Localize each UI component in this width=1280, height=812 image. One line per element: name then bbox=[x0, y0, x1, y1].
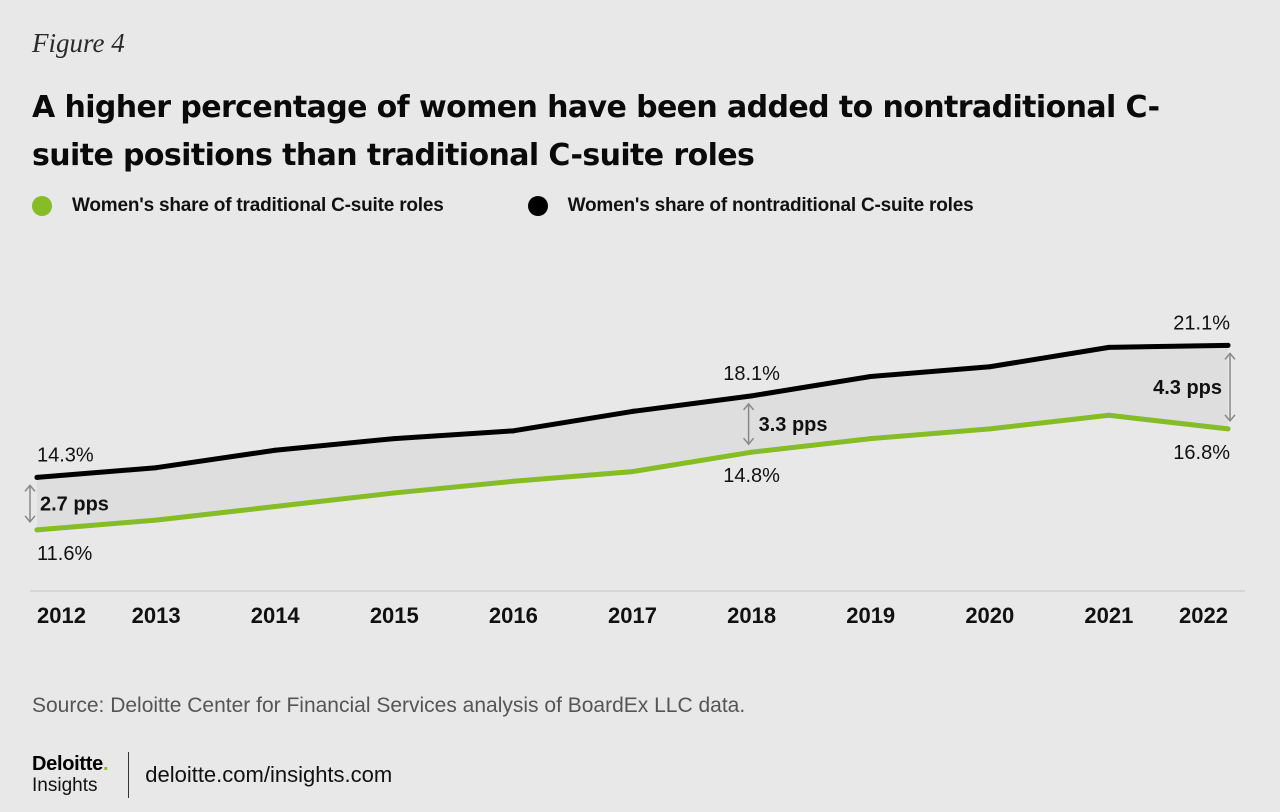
legend-swatch-traditional bbox=[32, 196, 52, 216]
data-point-0-2015 bbox=[391, 490, 397, 496]
legend-item-traditional: Women's share of traditional C-suite rol… bbox=[32, 195, 444, 217]
gap-arrow-head-down bbox=[1224, 414, 1236, 423]
data-label: 18.1% bbox=[723, 363, 780, 385]
gap-arrow-head-down bbox=[24, 515, 36, 523]
legend-label-nontraditional: Women's share of nontraditional C-suite … bbox=[567, 195, 974, 216]
x-tick-label: 2015 bbox=[370, 603, 419, 628]
legend-label-traditional: Women's share of traditional C-suite rol… bbox=[72, 195, 444, 216]
x-tick-label: 2016 bbox=[489, 603, 538, 628]
data-point-1-2016 bbox=[510, 428, 516, 434]
gap-arrow-head-down bbox=[743, 437, 755, 446]
data-point-1-2022 bbox=[1225, 342, 1231, 348]
gap-arrow-head-up bbox=[743, 402, 755, 411]
x-tick-label: 2014 bbox=[251, 603, 301, 628]
data-point-0-2022 bbox=[1225, 426, 1231, 432]
data-point-0-2019 bbox=[868, 436, 874, 442]
x-tick-label: 2022 bbox=[1179, 603, 1228, 628]
data-label: 16.8% bbox=[1173, 442, 1230, 464]
logo-dot: . bbox=[102, 753, 109, 775]
x-tick-label: 2018 bbox=[727, 603, 776, 628]
gap-annotation-label: 4.3 pps bbox=[1153, 377, 1222, 399]
data-point-1-2014 bbox=[272, 447, 278, 453]
data-point-0-2021 bbox=[1106, 412, 1112, 418]
data-point-0-2017 bbox=[630, 469, 635, 475]
footer: Deloitte. Insights deloitte.com/insights… bbox=[32, 752, 392, 798]
data-point-1-2021 bbox=[1106, 344, 1112, 350]
data-point-1-2013 bbox=[153, 465, 159, 471]
figure-label: Figure 4 bbox=[32, 28, 125, 58]
legend: Women's share of traditional C-suite rol… bbox=[32, 192, 974, 220]
logo-subtitle: Insights bbox=[32, 775, 98, 796]
data-label: 14.3% bbox=[37, 444, 94, 466]
data-point-0-2020 bbox=[987, 426, 993, 432]
gap-arrow-head-up bbox=[1224, 352, 1236, 360]
source-note: Source: Deloitte Center for Financial Se… bbox=[32, 694, 746, 717]
footer-url: deloitte.com/insights.com bbox=[145, 762, 393, 787]
data-point-1-2017 bbox=[630, 408, 635, 414]
gap-arrow-head-up bbox=[24, 484, 36, 492]
logo-wordmark: Deloitte. bbox=[32, 753, 109, 775]
x-tick-label: 2017 bbox=[608, 603, 657, 628]
x-tick-label: 2020 bbox=[965, 603, 1014, 628]
data-point-1-2018 bbox=[749, 393, 755, 399]
x-tick-label: 2013 bbox=[132, 603, 181, 628]
data-label: 14.8% bbox=[723, 465, 780, 487]
deloitte-insights-logo: Deloitte. Insights bbox=[32, 753, 109, 797]
data-point-1-2012 bbox=[34, 474, 40, 480]
data-point-0-2012 bbox=[34, 527, 40, 533]
footer-divider bbox=[128, 752, 130, 798]
data-point-1-2020 bbox=[987, 364, 993, 370]
series-gap-area bbox=[37, 345, 1228, 530]
data-point-0-2013 bbox=[153, 517, 159, 523]
legend-item-nontraditional: Women's share of nontraditional C-suite … bbox=[527, 195, 974, 217]
data-point-0-2014 bbox=[272, 504, 278, 510]
x-tick-label: 2021 bbox=[1084, 603, 1133, 628]
data-label: 21.1% bbox=[1173, 312, 1230, 334]
data-point-1-2015 bbox=[391, 436, 397, 442]
data-label: 11.6% bbox=[37, 543, 92, 565]
gap-annotation-label: 3.3 pps bbox=[759, 414, 828, 436]
x-tick-label: 2019 bbox=[846, 603, 895, 628]
gap-annotation-label: 2.7 pps bbox=[40, 494, 109, 516]
x-tick-label: 2012 bbox=[37, 603, 86, 628]
logo-word: Deloitte bbox=[32, 753, 103, 775]
data-point-0-2018 bbox=[749, 449, 755, 455]
data-point-0-2016 bbox=[510, 478, 516, 484]
chart-title: A higher percentage of women have been a… bbox=[32, 90, 1160, 173]
data-point-1-2019 bbox=[868, 373, 874, 379]
legend-swatch-nontraditional bbox=[527, 196, 548, 216]
